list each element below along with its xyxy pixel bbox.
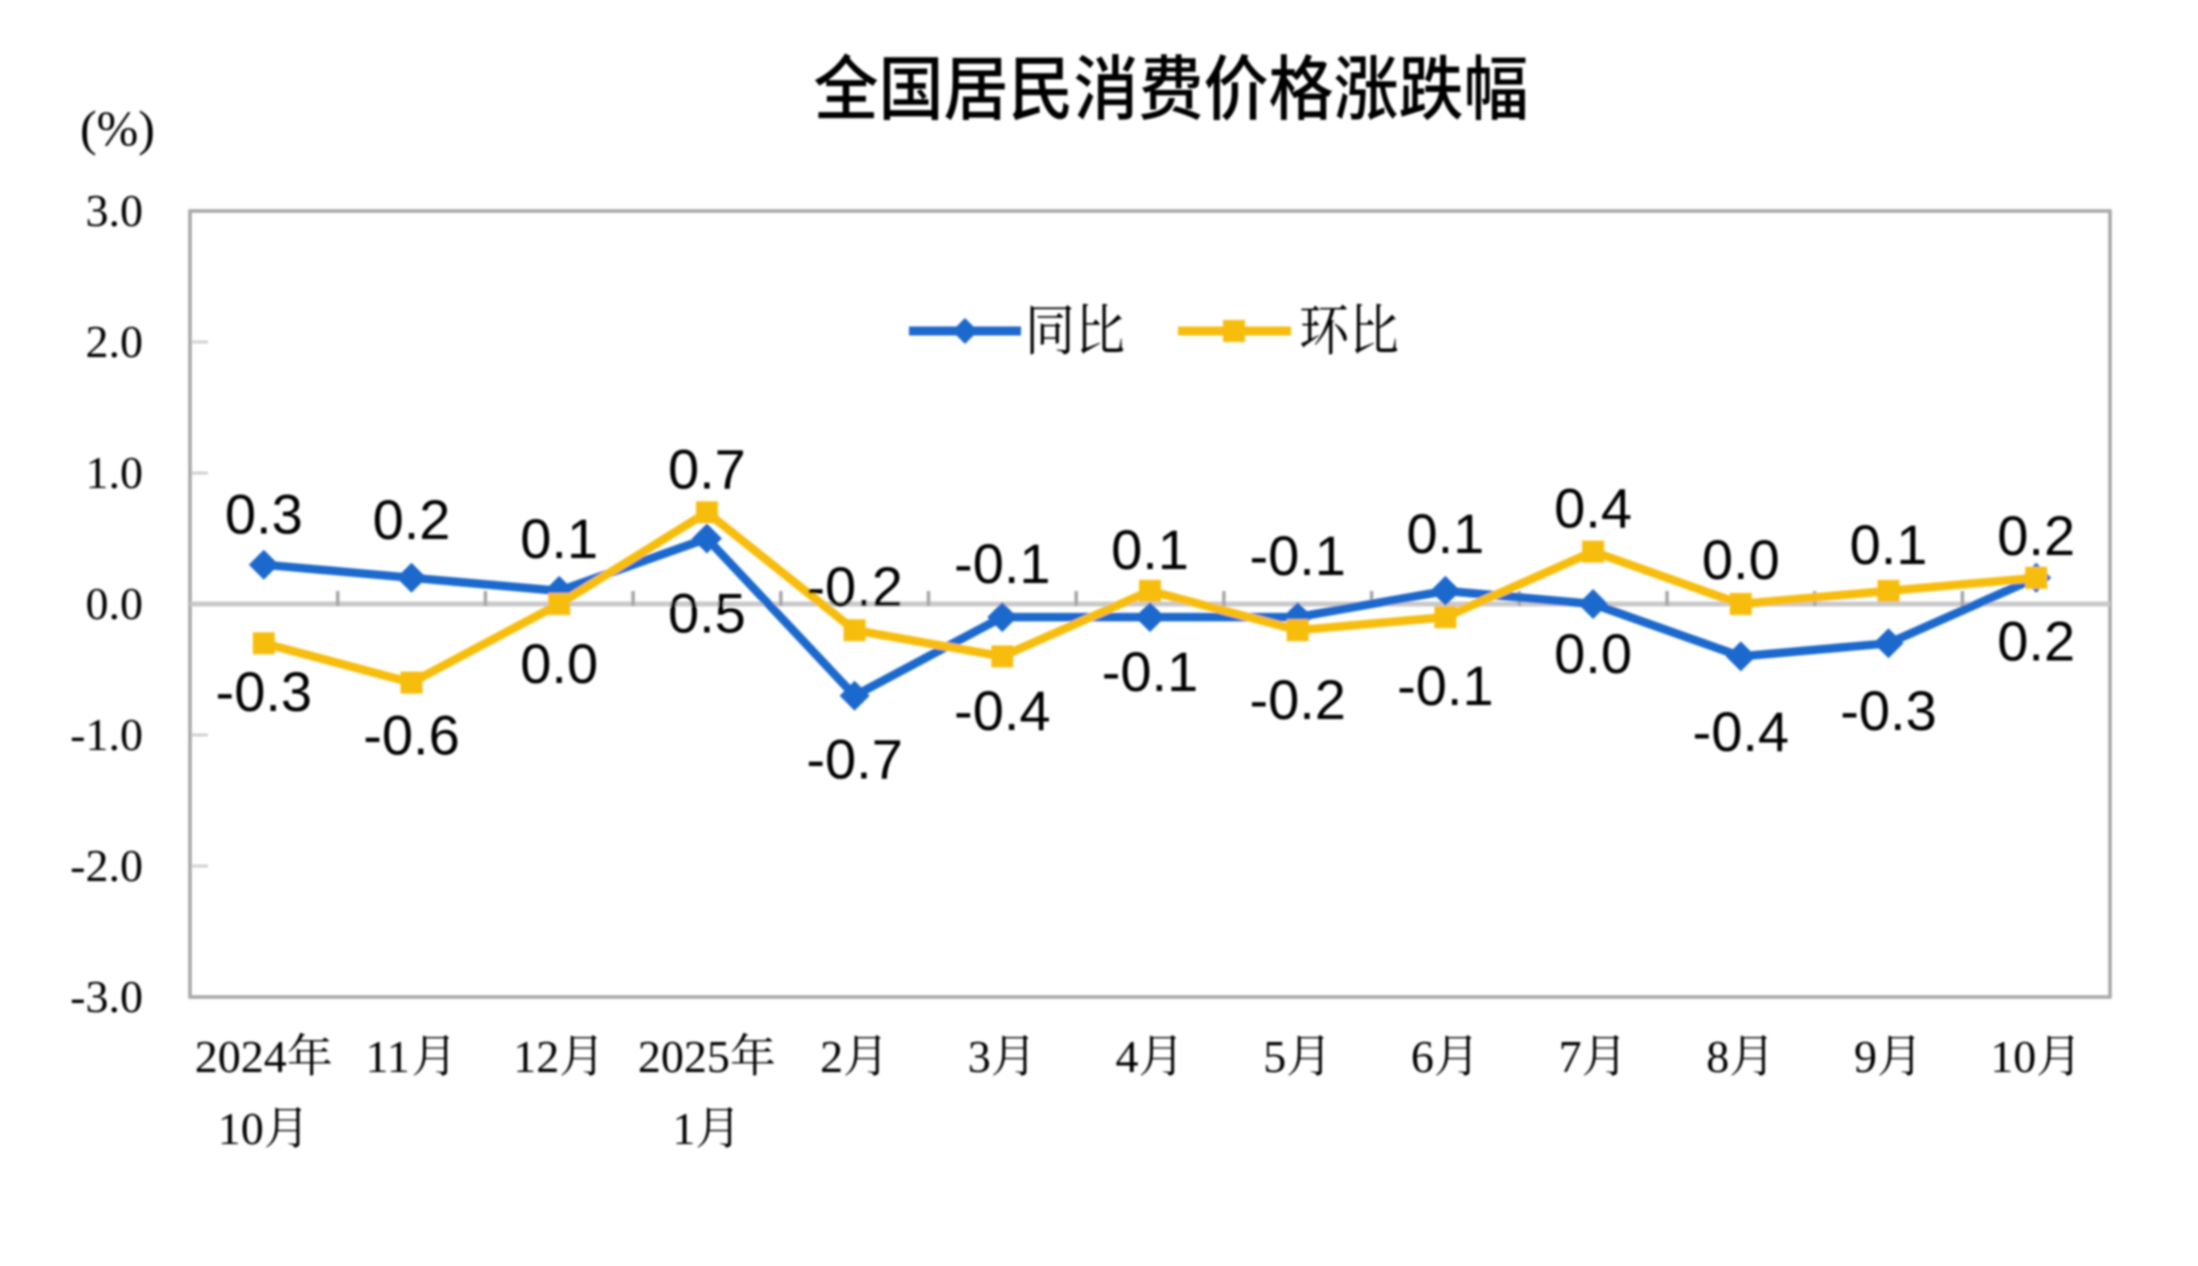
svg-text:-0.1: -0.1 [1397,654,1494,717]
svg-text:4: 4 [1116,1031,1139,1082]
svg-text:2025: 2025 [638,1031,730,1082]
svg-text:3: 3 [968,1031,991,1082]
svg-text:6: 6 [1411,1031,1434,1082]
svg-text:1: 1 [672,1103,695,1154]
svg-text:(%): (%) [80,100,155,156]
svg-text:10: 10 [1990,1031,2036,1082]
svg-text:12: 12 [513,1031,559,1082]
svg-text:-3.0: -3.0 [70,971,143,1022]
svg-text:0.1: 0.1 [1111,518,1189,581]
svg-text:7: 7 [1559,1031,1582,1082]
svg-text:2: 2 [820,1031,843,1082]
svg-text:0.1: 0.1 [1850,513,1928,576]
svg-text:-0.4: -0.4 [1693,700,1790,763]
svg-text:1.0: 1.0 [86,447,144,498]
svg-text:0.2: 0.2 [1997,504,2075,567]
svg-text:11: 11 [366,1031,410,1082]
svg-text:-0.6: -0.6 [363,703,460,766]
svg-text:10: 10 [218,1103,264,1154]
svg-text:0.1: 0.1 [520,507,598,570]
svg-text:0.7: 0.7 [668,437,746,500]
svg-text:-0.1: -0.1 [954,532,1051,595]
svg-text:0.3: 0.3 [225,483,303,546]
svg-text:0.1: 0.1 [1406,502,1484,565]
svg-text:0.5: 0.5 [668,581,746,644]
svg-text:-0.7: -0.7 [806,728,903,791]
svg-text:-0.4: -0.4 [954,679,1051,742]
svg-text:0.0: 0.0 [520,632,598,695]
svg-text:0.0: 0.0 [86,578,144,629]
svg-text:-0.3: -0.3 [1840,679,1937,742]
svg-text:5: 5 [1263,1031,1286,1082]
svg-text:8: 8 [1706,1031,1729,1082]
svg-text:0.4: 0.4 [1554,477,1632,540]
svg-text:-0.1: -0.1 [1249,524,1346,587]
svg-text:2.0: 2.0 [86,316,144,367]
svg-text:-0.2: -0.2 [1249,668,1346,731]
svg-text:-0.3: -0.3 [216,660,313,723]
svg-text:0.0: 0.0 [1702,528,1780,591]
svg-text:-0.1: -0.1 [1102,640,1199,703]
svg-text:3.0: 3.0 [86,185,144,236]
svg-text:9: 9 [1854,1031,1877,1082]
svg-text:0.2: 0.2 [1997,610,2075,673]
svg-text:-2.0: -2.0 [70,840,143,891]
svg-text:-1.0: -1.0 [70,709,143,760]
svg-text:-0.2: -0.2 [806,555,903,618]
svg-text:0.2: 0.2 [373,488,451,551]
svg-text:2024: 2024 [195,1031,287,1082]
svg-text:0.0: 0.0 [1554,622,1632,685]
